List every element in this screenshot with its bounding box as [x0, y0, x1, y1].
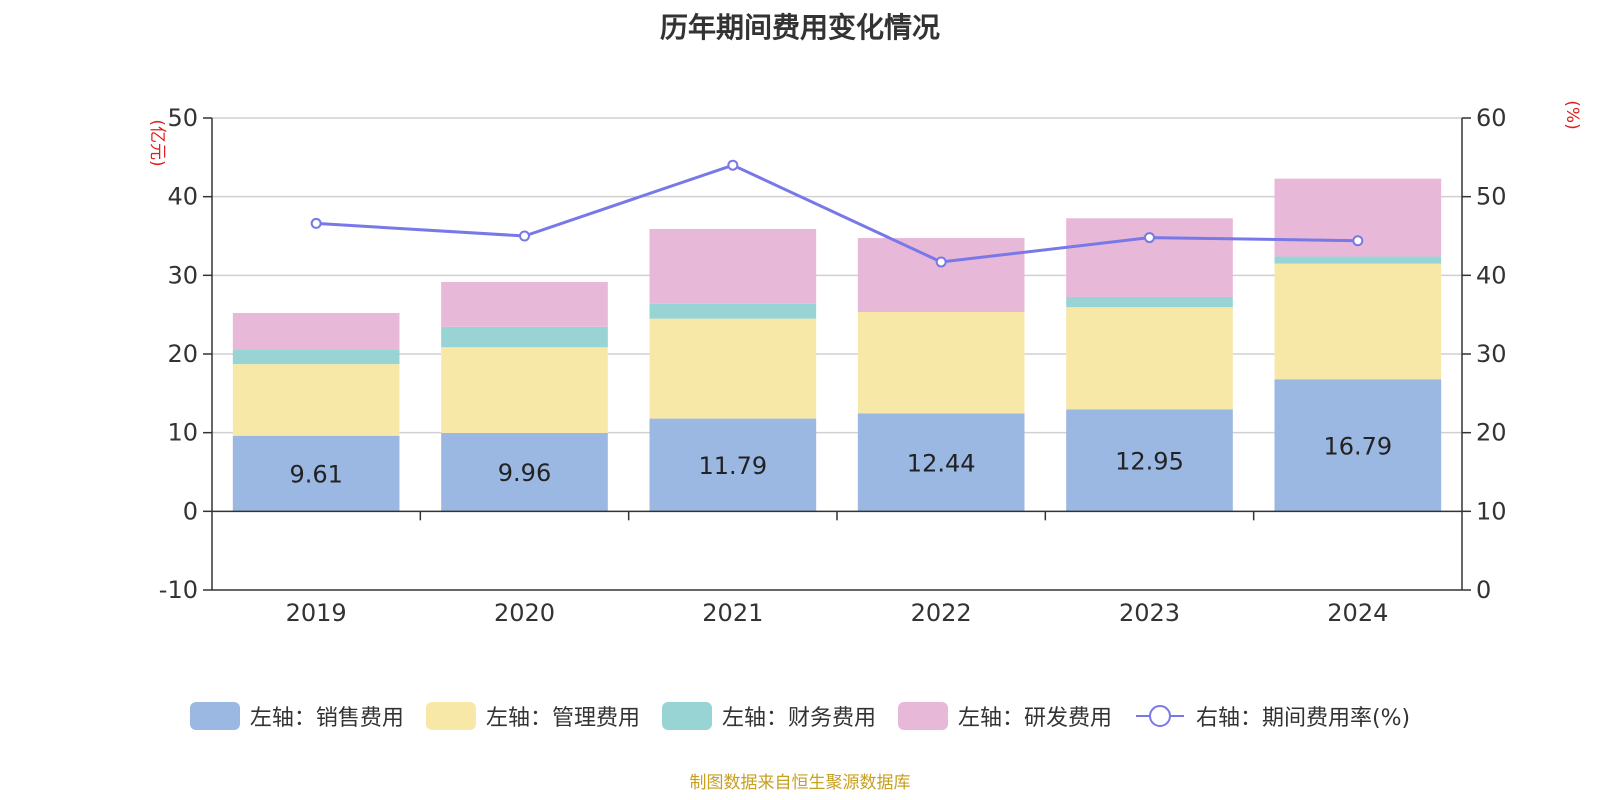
bar-segment	[1066, 296, 1233, 308]
x-tick-label: 2024	[1327, 599, 1388, 627]
bar-segment	[857, 311, 1025, 414]
bar-data-label: 11.79	[698, 452, 767, 480]
y-right-tick-label: 40	[1476, 261, 1507, 289]
bar-segment	[232, 364, 400, 436]
bar-segment	[857, 238, 1025, 312]
bar-segment	[441, 347, 608, 433]
legend-item-management[interactable]: 左轴：管理费用	[425, 700, 640, 732]
x-tick-label: 2019	[286, 599, 347, 627]
y-axis-left-title: (亿元)	[147, 119, 167, 166]
bar-data-label: 12.44	[907, 449, 976, 477]
y-left-tick-label: 50	[167, 104, 198, 132]
bar-segment	[1274, 263, 1442, 380]
legend-label-expense-ratio: 右轴：期间费用率(%)	[1195, 706, 1411, 731]
y-left-tick-label: 30	[167, 261, 198, 289]
bar-segment	[232, 313, 400, 350]
bar-data-label: 9.96	[498, 459, 551, 487]
legend-swatch-sales	[189, 702, 240, 730]
bar-segment	[1066, 409, 1233, 512]
expense-ratio-point	[1144, 232, 1155, 244]
bar-segment	[441, 432, 608, 512]
bar-segment	[649, 418, 817, 512]
bar-segment	[1274, 379, 1442, 512]
bar-data-label: 9.61	[289, 461, 342, 489]
y-left-tick-label: 40	[167, 183, 198, 211]
expense-ratio-point	[1352, 235, 1364, 247]
expense-ratio-point	[310, 217, 322, 229]
x-tick-label: 2022	[911, 599, 972, 627]
y-right-tick-label: 10	[1476, 497, 1507, 525]
bar-segment	[857, 413, 1025, 512]
y-left-tick-label: 20	[167, 340, 198, 368]
y-left-tick-label: -10	[159, 576, 198, 604]
bar-segment	[649, 318, 817, 419]
expense-ratio-point	[727, 159, 739, 171]
legend-item-rnd[interactable]: 左轴：研发费用	[897, 700, 1112, 732]
legend-swatch-finance	[661, 702, 712, 730]
y-right-tick-label: 20	[1476, 419, 1507, 447]
expense-ratio-point	[935, 256, 947, 268]
legend-item-sales[interactable]: 左轴：销售费用	[189, 700, 404, 732]
bar-segment	[649, 303, 817, 319]
legend-swatch-rnd	[897, 702, 948, 730]
bar-segment	[1274, 256, 1442, 264]
expense-ratio-line	[316, 163, 1358, 264]
y-axis-right-title: (%)	[1562, 100, 1582, 129]
bar-segment	[232, 435, 400, 512]
bar-segment	[441, 326, 608, 348]
bar-segment	[1066, 307, 1233, 410]
legend-label-management: 左轴：管理费用	[485, 706, 640, 731]
x-tick-label: 2023	[1119, 599, 1180, 627]
bar-segment	[649, 228, 817, 304]
source-note: 制图数据来自恒生聚源数据库	[689, 773, 911, 793]
bar-data-label: 16.79	[1323, 432, 1392, 460]
y-right-tick-label: 0	[1476, 576, 1491, 604]
bar-segment	[1066, 218, 1233, 297]
bar-segment	[232, 349, 400, 365]
legend-label-sales: 左轴：销售费用	[249, 706, 404, 731]
bar-segment	[857, 311, 1025, 312]
y-right-tick-label: 30	[1476, 340, 1507, 368]
legend-line-circle-icon	[1135, 705, 1184, 727]
chart-title: 历年期间费用变化情况	[659, 11, 940, 44]
legend-item-finance[interactable]: 左轴：财务费用	[661, 700, 876, 732]
bar-data-label: 12.95	[1115, 447, 1184, 475]
x-tick-label: 2021	[702, 599, 763, 627]
legend-item-expense-ratio[interactable]: 右轴：期间费用率(%)	[1134, 700, 1410, 732]
legend: 左轴：销售费用 左轴：管理费用 左轴：财务费用 左轴：研发费用 右轴：期间费用率…	[0, 700, 1600, 732]
y-left-tick-label: 10	[167, 419, 198, 447]
legend-label-finance: 左轴：财务费用	[721, 706, 876, 731]
x-tick-label: 2020	[494, 599, 555, 627]
y-right-tick-label: 50	[1476, 183, 1507, 211]
y-left-tick-label: 0	[183, 497, 198, 525]
bar-segment	[441, 281, 608, 327]
legend-label-rnd: 左轴：研发费用	[957, 706, 1112, 731]
legend-swatch-management	[425, 702, 476, 730]
expense-ratio-point	[519, 230, 530, 242]
y-right-tick-label: 60	[1476, 104, 1507, 132]
